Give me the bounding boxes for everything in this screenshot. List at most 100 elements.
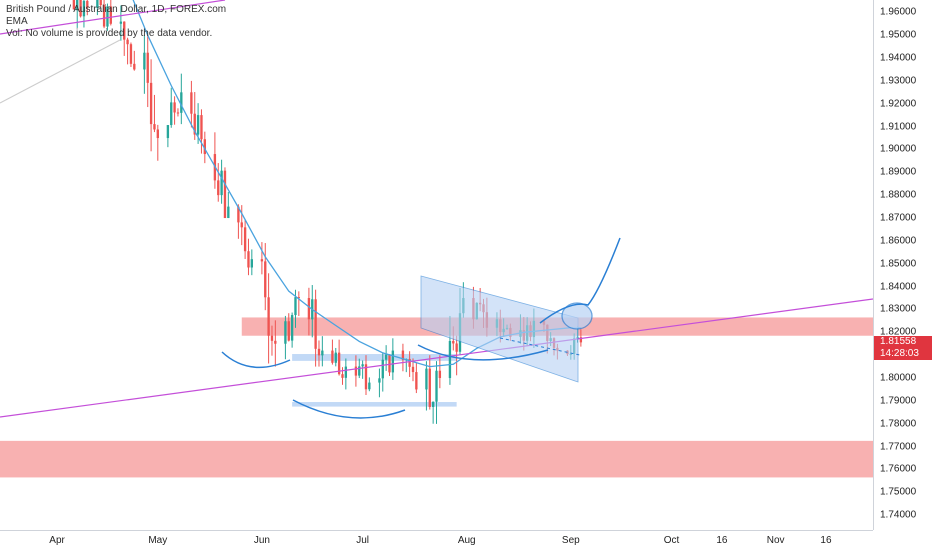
right-shoulder-arc xyxy=(417,344,549,361)
candle-body-2 xyxy=(79,0,82,17)
candle-body-52 xyxy=(314,299,317,349)
bar-countdown-label: 14:28:03 xyxy=(874,348,932,361)
zone-support-1 xyxy=(0,440,873,478)
candle-body-29 xyxy=(203,139,206,155)
time-axis[interactable]: Apr May Jun Jul Aug Sep Oct 16 Nov 16 xyxy=(0,530,873,551)
candle-body-109 xyxy=(579,337,583,343)
candle-body-14 xyxy=(133,63,136,70)
candle-body-66 xyxy=(381,359,384,379)
time-tick: Jul xyxy=(356,535,370,546)
candle-body-70 xyxy=(401,350,405,360)
time-tick: Nov xyxy=(766,535,785,546)
price-tick: 1.78000 xyxy=(880,418,917,430)
price-tick: 1.89000 xyxy=(880,166,917,178)
candle-body-41 xyxy=(264,261,267,298)
candle-body-75 xyxy=(425,368,428,390)
price-tick: 1.74000 xyxy=(880,509,917,521)
price-tick: 1.86000 xyxy=(880,235,917,247)
candle-body-48 xyxy=(294,297,297,316)
time-tick: Sep xyxy=(561,535,580,546)
price-tick: 1.88000 xyxy=(880,189,917,201)
time-tick: Jun xyxy=(253,535,270,546)
volume-note: Vol: No volume is provided by the data v… xyxy=(6,28,213,39)
candle-body-22 xyxy=(173,102,176,113)
candle-body-64 xyxy=(368,382,371,390)
candle-body-77 xyxy=(431,401,435,407)
candle-body-16 xyxy=(146,52,149,83)
candle-body-67 xyxy=(384,354,388,360)
candle-body-15 xyxy=(143,52,146,70)
price-tick: 1.87000 xyxy=(880,212,917,224)
candle-body-25 xyxy=(190,92,193,114)
time-tick: 16 xyxy=(716,535,728,546)
price-tick: 1.90000 xyxy=(880,143,917,155)
price-tick: 1.79000 xyxy=(880,395,917,407)
candle-body-21 xyxy=(170,102,173,126)
candle-body-31 xyxy=(217,180,220,196)
candle-body-12 xyxy=(126,39,129,45)
chart-legend: British Pound / Australian Dollar, 1D, F… xyxy=(6,4,226,40)
head-arc xyxy=(292,399,406,419)
candle-body-35 xyxy=(237,206,240,223)
candle-body-82 xyxy=(455,343,458,352)
neckline-arc-left xyxy=(221,351,291,369)
candle-body-7 xyxy=(102,4,106,27)
candle-body-1 xyxy=(76,0,79,10)
candle-body-34 xyxy=(227,206,230,219)
candle-body-10 xyxy=(119,21,123,24)
current-price-label: 1.81558 xyxy=(874,336,932,349)
candle-body-44 xyxy=(274,340,277,344)
candle-body-36 xyxy=(240,222,243,228)
time-tick: Apr xyxy=(49,535,65,546)
candle-body-56 xyxy=(334,352,337,363)
breakout-circle xyxy=(561,302,593,330)
candle-body-8 xyxy=(106,6,109,27)
candle-body-73 xyxy=(411,366,415,373)
candle-body-69 xyxy=(391,350,395,373)
candle-body-6 xyxy=(99,0,102,5)
candle-body-19 xyxy=(156,129,159,139)
candle-body-0 xyxy=(72,0,76,10)
candle-body-5 xyxy=(96,0,99,8)
price-tick: 1.96000 xyxy=(880,6,917,18)
price-tick: 1.91000 xyxy=(880,121,917,133)
price-tick: 1.85000 xyxy=(880,258,917,270)
candle-body-42 xyxy=(267,297,270,336)
price-axis[interactable]: 1.96000 1.95000 1.94000 1.93000 1.92000 1.910… xyxy=(873,0,932,530)
bull-flag-channel xyxy=(420,275,579,383)
candle-body-43 xyxy=(270,335,274,341)
candle-body-72 xyxy=(408,358,411,367)
candle-body-58 xyxy=(341,374,344,378)
candle-body-78 xyxy=(435,370,438,402)
candle-body-23 xyxy=(176,112,180,114)
upper-trendline xyxy=(0,0,226,35)
candle-body-17 xyxy=(149,82,153,125)
price-tick: 1.92000 xyxy=(880,98,917,110)
candle-body-13 xyxy=(129,44,133,64)
time-tick: Aug xyxy=(457,535,476,546)
candle-body-54 xyxy=(321,350,324,356)
candle-body-76 xyxy=(428,368,431,407)
candle-body-45 xyxy=(284,321,287,344)
price-tick: 1.83000 xyxy=(880,303,917,315)
drawings-layer xyxy=(221,237,621,419)
candle-body-32 xyxy=(220,170,223,196)
candle-body-49 xyxy=(297,297,301,299)
candle-body-11 xyxy=(123,21,126,40)
candle-body-61 xyxy=(358,366,361,376)
candle-body-47 xyxy=(290,315,294,341)
candle-body-4 xyxy=(86,0,89,8)
zone-box-2 xyxy=(292,354,457,361)
candle-body-24 xyxy=(180,92,183,113)
candle-body-80 xyxy=(448,341,452,379)
candle-body-3 xyxy=(82,0,86,17)
candle-body-62 xyxy=(361,364,364,367)
candle-body-39 xyxy=(250,259,254,268)
price-tick: 1.76000 xyxy=(880,463,917,475)
price-tick: 1.84000 xyxy=(880,281,917,293)
candle-body-26 xyxy=(193,113,196,135)
price-chart-plot[interactable] xyxy=(0,0,873,530)
zones-layer xyxy=(0,317,873,478)
candle-body-68 xyxy=(388,354,391,373)
candle-body-65 xyxy=(378,378,381,383)
